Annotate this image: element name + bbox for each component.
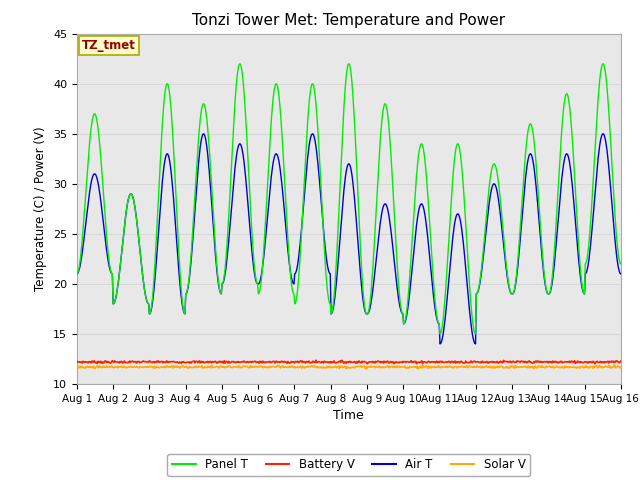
Y-axis label: Temperature (C) / Power (V): Temperature (C) / Power (V)	[35, 127, 47, 291]
Title: Tonzi Tower Met: Temperature and Power: Tonzi Tower Met: Temperature and Power	[192, 13, 506, 28]
Legend: Panel T, Battery V, Air T, Solar V: Panel T, Battery V, Air T, Solar V	[168, 454, 530, 476]
X-axis label: Time: Time	[333, 409, 364, 422]
Text: TZ_tmet: TZ_tmet	[82, 39, 136, 52]
